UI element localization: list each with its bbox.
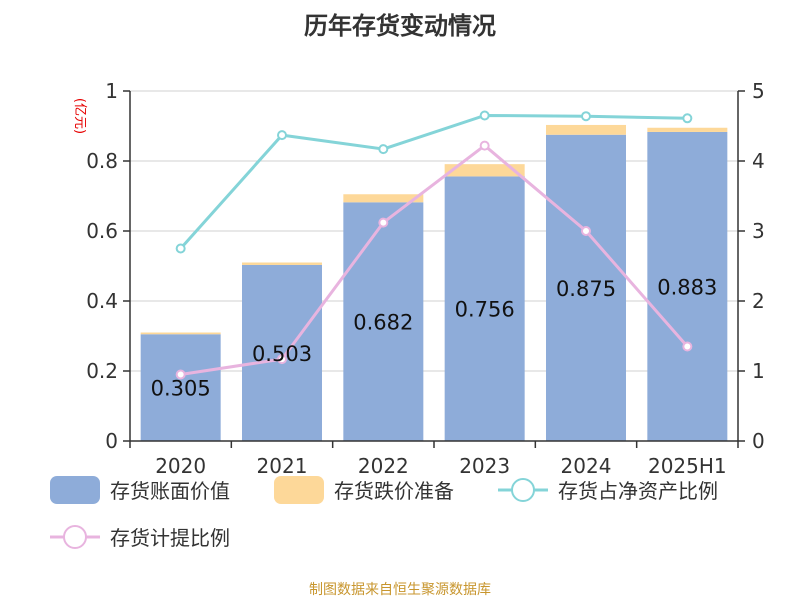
- legend-swatch-存货账面价值: [50, 476, 100, 504]
- x-tick-label: 2025H1: [648, 454, 727, 478]
- point-存货占净资产比例-2023: [479, 110, 490, 121]
- data-label: 0.883: [657, 275, 717, 299]
- bar-存货跌价准备-2021: [242, 262, 322, 265]
- point-存货计提比例-2021: [277, 354, 287, 365]
- bar-存货账面价值-2021: [242, 264, 322, 441]
- left-tick-label: 0.6: [86, 219, 118, 243]
- x-tick-label: 2024: [561, 454, 612, 478]
- right-tick-label: 3: [752, 219, 765, 243]
- left-tick-label: 0: [105, 429, 118, 453]
- right-tick-label: 5: [752, 79, 765, 103]
- chart-title: 历年存货变动情况: [304, 12, 496, 40]
- point-存货计提比例-2022: [378, 217, 389, 228]
- point-存货占净资产比例-2024: [581, 111, 591, 122]
- point-存货计提比例-2024: [581, 226, 591, 236]
- bar-存货账面价值-2022: [343, 202, 424, 441]
- bar-存货跌价准备-2022: [343, 194, 424, 203]
- point-存货占净资产比例-2022: [378, 144, 389, 155]
- right-tick-label: 0: [752, 429, 765, 453]
- point-存货占净资产比例-2021: [277, 130, 287, 141]
- gridlines: [130, 90, 738, 442]
- bar-存货跌价准备-2020: [140, 332, 221, 335]
- legend-label: 存货占净资产比例: [558, 479, 718, 503]
- bar-存货跌价准备-2023: [444, 164, 525, 177]
- data-label: 0.503: [252, 342, 312, 366]
- data-label: 0.305: [151, 377, 211, 401]
- left-axis-unit: (亿元): [72, 98, 87, 134]
- x-tick-label: 2022: [358, 454, 409, 478]
- bar-存货账面价值-2020: [140, 334, 221, 441]
- bar-存货跌价准备-2025H1: [647, 127, 728, 132]
- legend-marker-存货计提比例: [63, 525, 87, 549]
- bars: [140, 124, 728, 441]
- right-tick-label: 2: [752, 289, 765, 313]
- left-tick-label: 0.4: [86, 289, 118, 313]
- x-tick-label: 2020: [155, 454, 206, 478]
- data-labels: 0.305 0.503 0.682 0.756 0.875 0.883: [151, 275, 718, 400]
- x-tick-label: 2023: [459, 454, 510, 478]
- bar-存货账面价值-2024: [546, 134, 626, 441]
- source-note: 制图数据来自恒生聚源数据库: [309, 582, 491, 598]
- data-label: 0.875: [556, 277, 616, 301]
- x-tick-label: 2021: [257, 454, 308, 478]
- point-存货占净资产比例-2025H1: [682, 113, 693, 124]
- axes: 0 0.2 0.4 0.6 0.8 1 0 1 2 3 4 5 2020 2021 2022 2023 2024…: [86, 79, 765, 478]
- point-存货计提比例-2023: [479, 140, 490, 151]
- point-存货计提比例-2025H1: [682, 341, 693, 352]
- bar-存货跌价准备-2024: [546, 124, 626, 135]
- right-tick-label: 1: [752, 359, 765, 383]
- legend-label: 存货跌价准备: [334, 479, 454, 503]
- line-存货计提比例: [180, 143, 689, 376]
- line-存货占净资产比例: [179, 113, 688, 250]
- left-tick-label: 1: [105, 79, 118, 103]
- bar-存货账面价值-2023: [444, 176, 525, 441]
- point-存货计提比例-2020: [175, 369, 186, 380]
- bar-存货账面价值-2025H1: [647, 131, 728, 441]
- legend-marker-存货占净资产比例: [511, 478, 535, 502]
- left-tick-label: 0.8: [86, 149, 118, 173]
- legend-swatch-存货跌价准备: [274, 476, 324, 504]
- left-tick-label: 0.2: [86, 359, 118, 383]
- legend-label: 存货账面价值: [110, 479, 230, 503]
- lines: [175, 110, 693, 380]
- right-tick-label: 4: [752, 149, 765, 173]
- legend-label: 存货计提比例: [110, 526, 230, 550]
- data-label: 0.682: [353, 311, 413, 335]
- data-label: 0.756: [455, 298, 515, 322]
- point-存货占净资产比例-2020: [175, 243, 186, 254]
